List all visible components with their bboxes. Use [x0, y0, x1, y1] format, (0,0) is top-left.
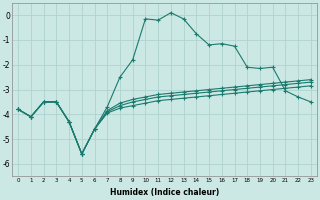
X-axis label: Humidex (Indice chaleur): Humidex (Indice chaleur): [110, 188, 219, 197]
